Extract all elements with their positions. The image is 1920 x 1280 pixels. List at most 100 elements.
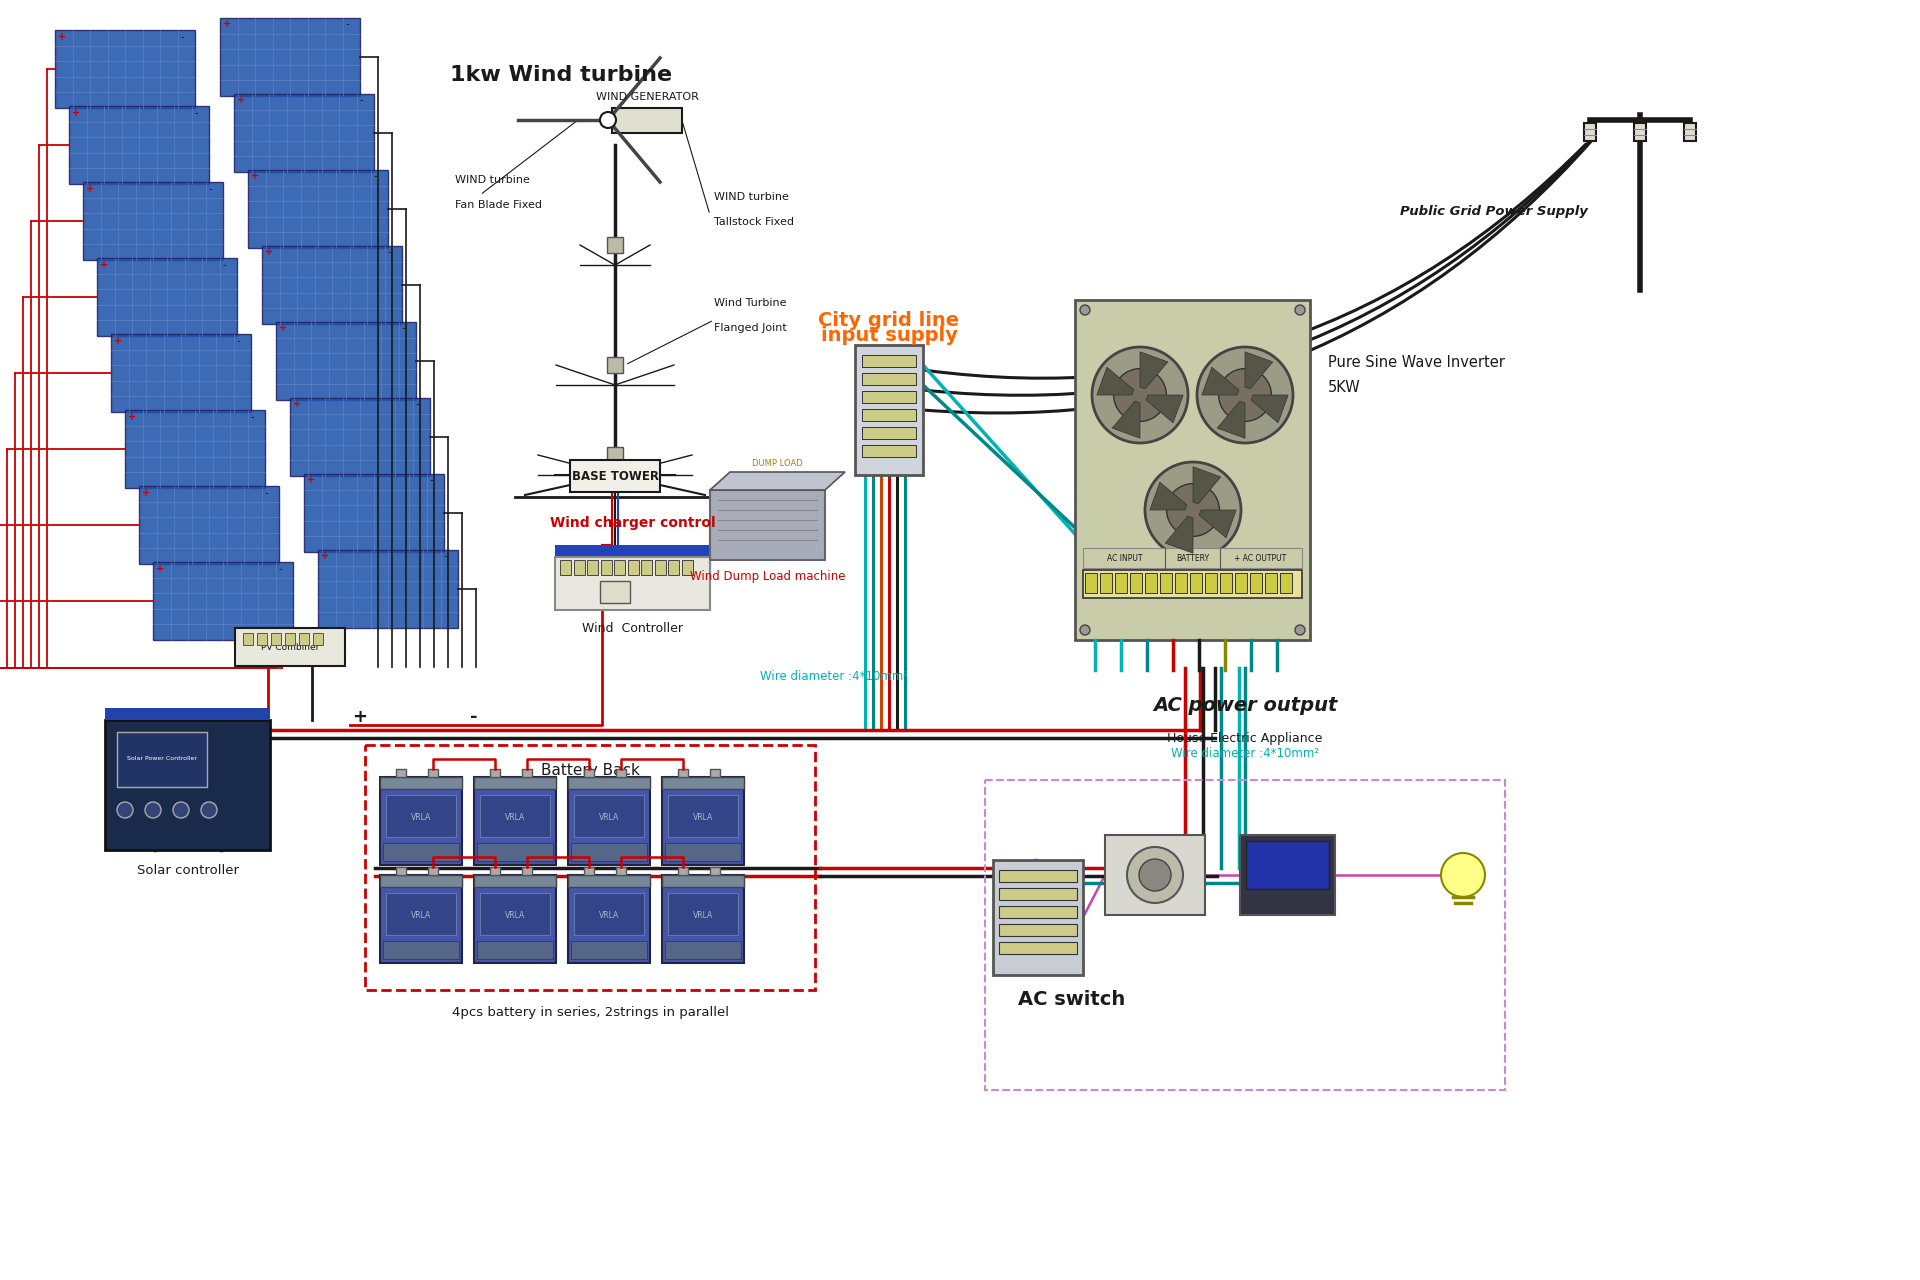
- Text: VRLA: VRLA: [599, 910, 618, 919]
- Bar: [570, 941, 647, 959]
- Text: +: +: [86, 184, 94, 195]
- Circle shape: [1294, 305, 1306, 315]
- Bar: [601, 581, 630, 603]
- Bar: [616, 867, 626, 876]
- Bar: [555, 557, 710, 611]
- Bar: [319, 550, 459, 628]
- Bar: [1116, 573, 1127, 593]
- Bar: [616, 769, 626, 777]
- Text: Wire diameter :4*10mm²: Wire diameter :4*10mm²: [760, 669, 908, 684]
- Text: +: +: [294, 399, 301, 410]
- Bar: [474, 777, 557, 865]
- Text: WIND turbine: WIND turbine: [714, 192, 789, 202]
- Bar: [382, 844, 459, 861]
- Bar: [1106, 835, 1206, 915]
- Text: +: +: [265, 247, 273, 257]
- Bar: [480, 893, 549, 934]
- Bar: [1281, 573, 1292, 593]
- Text: +: +: [351, 708, 367, 726]
- Polygon shape: [1140, 352, 1167, 389]
- Text: Solar Power Controller: Solar Power Controller: [127, 755, 198, 760]
- Text: +: +: [142, 488, 150, 498]
- Text: VRLA: VRLA: [693, 910, 712, 919]
- Text: -: -: [196, 108, 198, 118]
- Text: VRLA: VRLA: [693, 813, 712, 822]
- Bar: [574, 561, 584, 575]
- Bar: [1219, 573, 1233, 593]
- Circle shape: [146, 803, 161, 818]
- Text: Public Grid Power Supply: Public Grid Power Supply: [1400, 205, 1588, 218]
- Text: -: -: [401, 323, 405, 333]
- Bar: [83, 182, 223, 260]
- Bar: [382, 941, 459, 959]
- Bar: [588, 561, 597, 575]
- Bar: [1100, 573, 1112, 593]
- Text: 1kw Wind turbine: 1kw Wind turbine: [449, 65, 672, 84]
- Text: VRLA: VRLA: [505, 813, 526, 822]
- Text: -: -: [374, 172, 378, 180]
- Bar: [568, 777, 651, 865]
- Circle shape: [1139, 859, 1171, 891]
- Bar: [662, 777, 745, 865]
- Bar: [601, 561, 611, 575]
- Bar: [313, 634, 323, 645]
- Bar: [234, 93, 374, 172]
- Text: -: -: [388, 247, 392, 257]
- Text: 5KW: 5KW: [1329, 380, 1361, 396]
- Bar: [668, 893, 737, 934]
- Bar: [1083, 548, 1302, 568]
- Bar: [682, 561, 693, 575]
- Bar: [862, 390, 916, 403]
- Bar: [1190, 573, 1202, 593]
- Bar: [1075, 300, 1309, 640]
- Bar: [854, 346, 924, 475]
- Bar: [612, 108, 682, 133]
- Bar: [628, 561, 639, 575]
- Bar: [641, 561, 653, 575]
- Bar: [655, 561, 666, 575]
- Bar: [69, 106, 209, 184]
- Bar: [668, 795, 737, 837]
- Bar: [284, 634, 296, 645]
- Bar: [428, 867, 438, 876]
- Text: +: +: [156, 564, 163, 573]
- Bar: [998, 942, 1077, 954]
- Bar: [380, 876, 463, 887]
- Circle shape: [1079, 625, 1091, 635]
- Bar: [607, 237, 622, 253]
- Bar: [584, 867, 593, 876]
- Text: VRLA: VRLA: [411, 813, 432, 822]
- Text: AC INPUT: AC INPUT: [1108, 553, 1142, 562]
- Text: -: -: [265, 488, 269, 498]
- Text: +: +: [307, 475, 315, 485]
- Bar: [490, 867, 499, 876]
- Bar: [1235, 573, 1246, 593]
- Bar: [862, 355, 916, 367]
- Text: Battery Back: Battery Back: [541, 763, 639, 778]
- Bar: [1584, 123, 1596, 141]
- Bar: [138, 486, 278, 564]
- Text: -: -: [252, 412, 255, 422]
- Text: House Electric Appliance: House Electric Appliance: [1167, 732, 1323, 745]
- Bar: [1246, 841, 1329, 890]
- Bar: [664, 844, 741, 861]
- Text: +: +: [73, 108, 81, 118]
- Bar: [474, 876, 557, 963]
- Text: VRLA: VRLA: [505, 910, 526, 919]
- Bar: [1175, 573, 1187, 593]
- Bar: [154, 562, 294, 640]
- Bar: [380, 777, 463, 788]
- Bar: [386, 795, 457, 837]
- Text: +: +: [278, 323, 288, 333]
- Bar: [678, 769, 687, 777]
- Bar: [998, 906, 1077, 918]
- Bar: [244, 634, 253, 645]
- Bar: [522, 769, 532, 777]
- Text: Solar controller: Solar controller: [136, 864, 238, 877]
- Text: +: +: [236, 95, 246, 105]
- Polygon shape: [1192, 467, 1221, 504]
- Bar: [710, 490, 826, 561]
- Bar: [117, 732, 207, 787]
- Circle shape: [1079, 305, 1091, 315]
- Text: +: +: [223, 19, 230, 29]
